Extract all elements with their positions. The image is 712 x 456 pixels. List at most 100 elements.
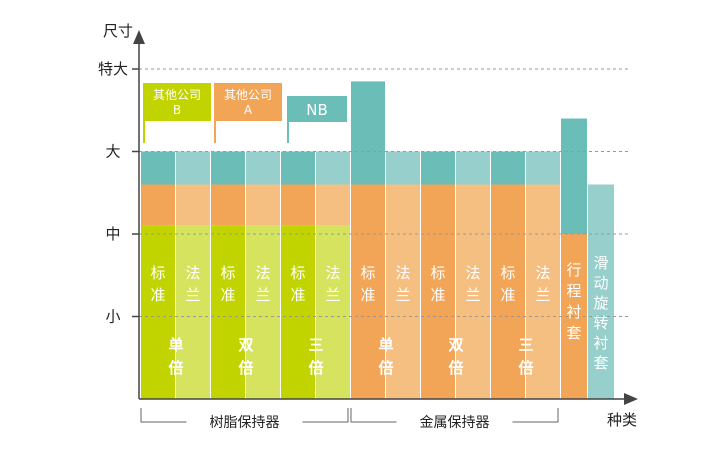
- x-axis-label: 种类: [607, 411, 637, 429]
- y-tick-label: 特大: [98, 60, 128, 78]
- variant-label-char: 兰: [325, 286, 340, 304]
- sleeve-label-char: 套: [593, 354, 608, 372]
- sleeve-label-char: 动: [593, 274, 608, 292]
- sleeve-label-char: 套: [566, 324, 581, 342]
- variant-label-char: 标: [150, 264, 165, 282]
- subgroup-label-char: 倍: [238, 359, 253, 377]
- variant-label-char: 标: [220, 264, 235, 282]
- bar-segment-orange: [211, 184, 245, 226]
- variant-label-char: 准: [220, 286, 235, 304]
- sleeve-label-char: 衬: [566, 303, 581, 321]
- size-range-label: 其他公司: [153, 88, 201, 102]
- bar-segment-lime: [141, 225, 175, 399]
- subgroup-label-char: 单: [378, 336, 393, 354]
- size-range-label: B: [173, 103, 181, 117]
- bar-segment-teal: [456, 151, 490, 185]
- group-bracket: [350, 408, 397, 423]
- bar-segment-teal: [316, 151, 350, 185]
- group-bracket: [512, 408, 559, 423]
- bar-segment-lime: [316, 225, 350, 399]
- sleeve-label-char: 滑: [593, 254, 608, 272]
- bar-segment-teal: [421, 151, 455, 185]
- size-range-label: NB: [306, 101, 328, 119]
- subgroup-label-char: 双: [448, 336, 463, 354]
- bar-segment-orange: [456, 184, 490, 234]
- y-axis-arrow: [133, 30, 145, 44]
- bar-segment-orange: [421, 234, 455, 399]
- bar-segment-orange: [386, 184, 420, 234]
- size-range-tag: [287, 96, 347, 122]
- bar-segment-orange: [351, 184, 385, 234]
- bar-segment-teal: [491, 151, 525, 185]
- bar-segment-orange: [246, 184, 280, 226]
- bar-segment-orange: [141, 184, 175, 226]
- y-tick-label: 中: [105, 225, 120, 243]
- variant-label-char: 兰: [185, 286, 200, 304]
- size-range-tag: [214, 83, 282, 121]
- variant-label-char: 兰: [255, 286, 270, 304]
- variant-label-char: 准: [500, 286, 515, 304]
- variant-label-char: 准: [430, 286, 445, 304]
- variant-label-char: 兰: [465, 286, 480, 304]
- subgroup-label-char: 倍: [448, 359, 463, 377]
- subgroup-label-char: 倍: [168, 359, 183, 377]
- bar-segment-teal: [141, 151, 175, 185]
- y-axis-label: 尺寸: [103, 22, 133, 40]
- sleeve-label-char: 衬: [593, 334, 608, 352]
- group-bracket: [302, 408, 349, 423]
- subgroup-label-char: 三: [308, 336, 323, 354]
- sleeve-bar-rotary: [588, 184, 614, 399]
- sleeve-label-char: 旋: [593, 294, 608, 312]
- y-tick-label: 大: [105, 143, 120, 161]
- size-range-label: A: [244, 103, 253, 117]
- bar-segment-orange: [176, 184, 210, 226]
- bar-segment-teal: [526, 151, 560, 185]
- subgroup-label-char: 倍: [518, 359, 533, 377]
- sleeve-label-char: 转: [593, 314, 608, 332]
- subgroup-label-char: 单: [168, 336, 183, 354]
- sleeve-bar-stroke: [561, 118, 587, 234]
- subgroup-label-char: 倍: [308, 359, 323, 377]
- group-label: 树脂保持器: [210, 415, 280, 431]
- subgroup-label-char: 双: [238, 336, 253, 354]
- group-label: 金属保持器: [420, 415, 490, 431]
- variant-label-char: 法: [255, 264, 270, 282]
- bar-segment-teal: [386, 151, 420, 185]
- variant-label-char: 兰: [395, 286, 410, 304]
- bar-segment-lime: [211, 225, 245, 399]
- sleeve-label-char: 程: [566, 282, 581, 300]
- subgroup-label-char: 倍: [378, 359, 393, 377]
- variant-label-char: 兰: [535, 286, 550, 304]
- variant-label-char: 法: [325, 264, 340, 282]
- variant-label-char: 标: [360, 264, 375, 282]
- variant-label-char: 标: [500, 264, 515, 282]
- bar-segment-orange: [316, 184, 350, 226]
- bar-segment-teal: [351, 81, 385, 185]
- subgroup-label-char: 三: [518, 336, 533, 354]
- variant-label-char: 标: [430, 264, 445, 282]
- bar-segment-teal: [246, 151, 280, 185]
- bar-segment-teal: [211, 151, 245, 185]
- variant-label-char: 法: [465, 264, 480, 282]
- bar-segment-lime: [281, 225, 315, 399]
- bar-segment-orange: [421, 184, 455, 234]
- size-range-label: 其他公司: [224, 88, 272, 102]
- bar-segment-teal: [176, 151, 210, 185]
- bar-segment-orange: [491, 184, 525, 234]
- variant-label-char: 法: [535, 264, 550, 282]
- bar-segment-orange: [456, 234, 490, 399]
- bar-segment-orange: [526, 184, 560, 234]
- bar-segment-lime: [246, 225, 280, 399]
- bar-segment-orange: [281, 184, 315, 226]
- variant-label-char: 准: [150, 286, 165, 304]
- bar-segment-teal: [281, 151, 315, 185]
- y-tick-label: 小: [105, 308, 120, 326]
- variant-label-char: 准: [360, 286, 375, 304]
- x-axis-arrow: [624, 393, 638, 405]
- variant-label-char: 标: [290, 264, 305, 282]
- size-range-tag: [143, 83, 211, 121]
- bar-segment-lime: [176, 225, 210, 399]
